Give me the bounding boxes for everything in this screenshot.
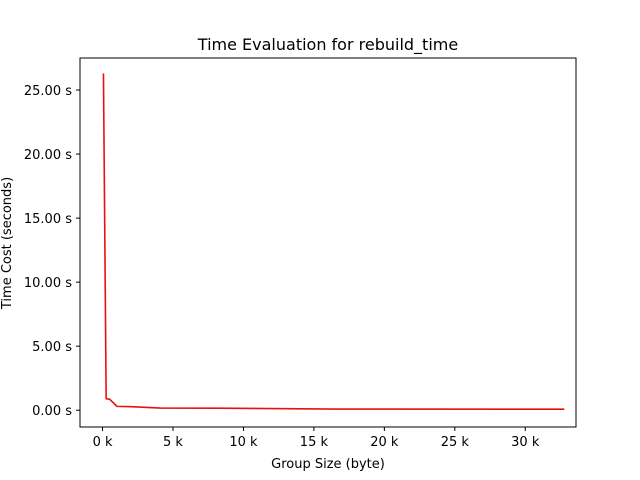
y-tick-label: 20.00 s [24,148,72,163]
x-tick-label: 5 k [163,435,183,450]
y-tick-label: 25.00 s [24,84,72,99]
x-tick-label: 25 k [441,435,470,450]
series-line-0 [102,73,565,411]
y-tick-label: 5.00 s [32,340,72,355]
x-tick-label: 0 k [93,435,113,450]
y-tick-label: 15.00 s [24,212,72,227]
x-tick-label: 10 k [229,435,258,450]
x-tick-label: 20 k [370,435,399,450]
y-axis-label: Time Cost (seconds) [0,177,15,310]
x-axis-label: Group Size (byte) [271,457,385,472]
x-tick-label: 15 k [300,435,329,450]
x-tick-label: 30 k [511,435,540,450]
plot-area: 0 k 5 k 10 k 15 k 20 k 25 k 30 k 0.00 s 5.00 s 10… [24,57,577,450]
plot-frame [79,57,577,428]
y-tick-label: 10.00 s [24,276,72,291]
y-tick-label: 0.00 s [32,404,72,419]
chart-title: Time Evaluation for rebuild_time [197,35,458,55]
